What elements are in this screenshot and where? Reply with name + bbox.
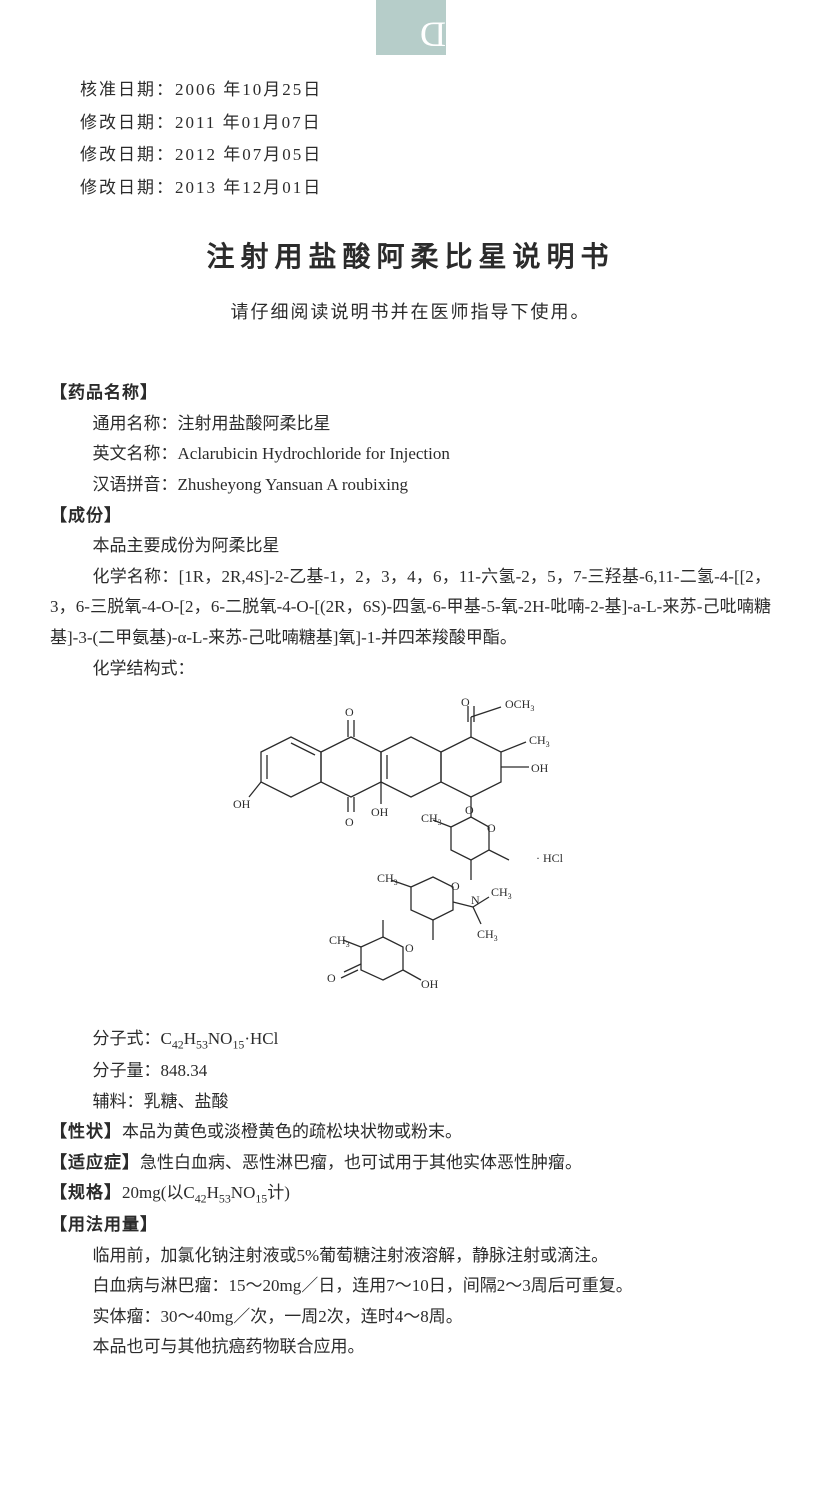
revision-date-value: 2011 年01月07日	[175, 113, 322, 132]
revision-date-value: 2013 年12月01日	[175, 178, 322, 197]
indication-text: 急性白血病、恶性淋巴瘤，也可试用于其他实体恶性肿瘤。	[140, 1153, 582, 1172]
section-drug-name: 【药品名称】	[50, 378, 771, 409]
pinyin-value: Zhusheyong Yansuan A roubixing	[178, 475, 408, 494]
composition-main: 本品主要成份为阿柔比星	[50, 531, 771, 562]
label-o: O	[345, 815, 354, 829]
excipients-value: 乳糖、盐酸	[144, 1092, 229, 1111]
pinyin-row: 汉语拼音：Zhusheyong Yansuan A roubixing	[50, 470, 771, 501]
document-title: 注射用盐酸阿柔比星说明书	[50, 233, 771, 283]
label-oh: OH	[233, 797, 251, 811]
generic-name-label: 通用名称：	[93, 414, 178, 433]
approval-date-label: 核准日期：	[80, 75, 175, 106]
page-edge-tab: I D	[376, 0, 446, 55]
properties-text: 本品为黄色或淡橙黄色的疏松块状物或粉末。	[122, 1122, 462, 1141]
label-o: O	[327, 971, 336, 985]
label-oh: OH	[371, 805, 389, 819]
chemical-name-block: 化学名称：[1R，2R,4S]-2-乙基-1，2，3，4，6，11-六氢-2，5…	[50, 562, 771, 654]
usage-line-2: 白血病与淋巴瘤：15～20mg／日，连用7～10日，间隔2～3周后可重复。	[50, 1271, 771, 1302]
section-spec: 【规格】	[50, 1183, 122, 1202]
label-o: O	[451, 879, 460, 893]
document-subtitle: 请仔细阅读说明书并在医师指导下使用。	[50, 296, 771, 328]
properties-row: 【性状】本品为黄色或淡橙黄色的疏松块状物或粉末。	[50, 1117, 771, 1148]
formula-label: 分子式：	[93, 1029, 161, 1048]
section-composition: 【成份】	[50, 501, 771, 532]
english-name-row: 英文名称：Aclarubicin Hydrochloride for Injec…	[50, 439, 771, 470]
section-usage: 【用法用量】	[50, 1210, 771, 1241]
molecular-weight-row: 分子量：848.34	[50, 1056, 771, 1087]
english-name-value: Aclarubicin Hydrochloride for Injection	[178, 444, 450, 463]
excipients-row: 辅料：乳糖、盐酸	[50, 1087, 771, 1118]
mw-value: 848.34	[161, 1061, 208, 1080]
label-o: O	[461, 695, 470, 709]
generic-name-row: 通用名称：注射用盐酸阿柔比星	[50, 409, 771, 440]
label-oh: OH	[421, 977, 439, 991]
structure-label: 化学结构式：	[50, 654, 771, 685]
revision-date-row-3: 修改日期：2013 年12月01日	[80, 173, 771, 204]
svg-text:CH3: CH3	[377, 871, 398, 887]
english-name-label: 英文名称：	[93, 444, 178, 463]
svg-text:CH3: CH3	[329, 933, 350, 949]
revision-date-label: 修改日期：	[80, 173, 175, 204]
label-n: N	[471, 893, 480, 907]
page-tab-label: I D	[376, 2, 446, 132]
usage-line-3: 实体瘤：30～40mg／次，一周2次，连时4～8周。	[50, 1302, 771, 1333]
mw-label: 分子量：	[93, 1061, 161, 1080]
chemical-name-label: 化学名称：	[93, 567, 179, 586]
label-o: O	[405, 941, 414, 955]
svg-text:CH3: CH3	[477, 927, 498, 943]
revision-date-label: 修改日期：	[80, 140, 175, 171]
usage-line-4: 本品也可与其他抗癌药物联合应用。	[50, 1332, 771, 1363]
svg-text:CH3: CH3	[529, 733, 550, 749]
indication-row: 【适应症】急性白血病、恶性淋巴瘤，也可试用于其他实体恶性肿瘤。	[50, 1148, 771, 1179]
section-properties: 【性状】	[50, 1122, 122, 1141]
label-hcl: · HCl	[536, 851, 564, 865]
structure-svg: O O OCH3 O CH3 OH OH OH O CH3 O · HCl CH…	[221, 692, 601, 1012]
usage-line-1: 临用前，加氯化钠注射液或5%葡萄糖注射液溶解，静脉注射或滴注。	[50, 1241, 771, 1272]
chemical-structure-diagram: O O OCH3 O CH3 OH OH OH O CH3 O · HCl CH…	[50, 692, 771, 1012]
spec-row: 【规格】20mg(以C42H53NO15计)	[50, 1178, 771, 1210]
label-o: O	[487, 821, 496, 835]
label-o: O	[345, 705, 354, 719]
revision-date-label: 修改日期：	[80, 108, 175, 139]
svg-text:CH3: CH3	[491, 885, 512, 901]
generic-name-value: 注射用盐酸阿柔比星	[178, 414, 331, 433]
molecular-formula-row: 分子式：C42H53NO15·HCl	[50, 1024, 771, 1056]
pinyin-label: 汉语拼音：	[93, 475, 178, 494]
section-indication: 【适应症】	[50, 1153, 140, 1172]
svg-text:OCH3: OCH3	[505, 697, 534, 713]
svg-text:CH3: CH3	[421, 811, 442, 827]
approval-date-value: 2006 年10月25日	[175, 80, 322, 99]
revision-date-row-2: 修改日期：2012 年07月05日	[80, 140, 771, 171]
document-title-block: 注射用盐酸阿柔比星说明书 请仔细阅读说明书并在医师指导下使用。	[50, 233, 771, 328]
revision-date-value: 2012 年07月05日	[175, 145, 322, 164]
label-o: O	[465, 803, 474, 817]
excipients-label: 辅料：	[93, 1092, 144, 1111]
label-oh: OH	[531, 761, 549, 775]
